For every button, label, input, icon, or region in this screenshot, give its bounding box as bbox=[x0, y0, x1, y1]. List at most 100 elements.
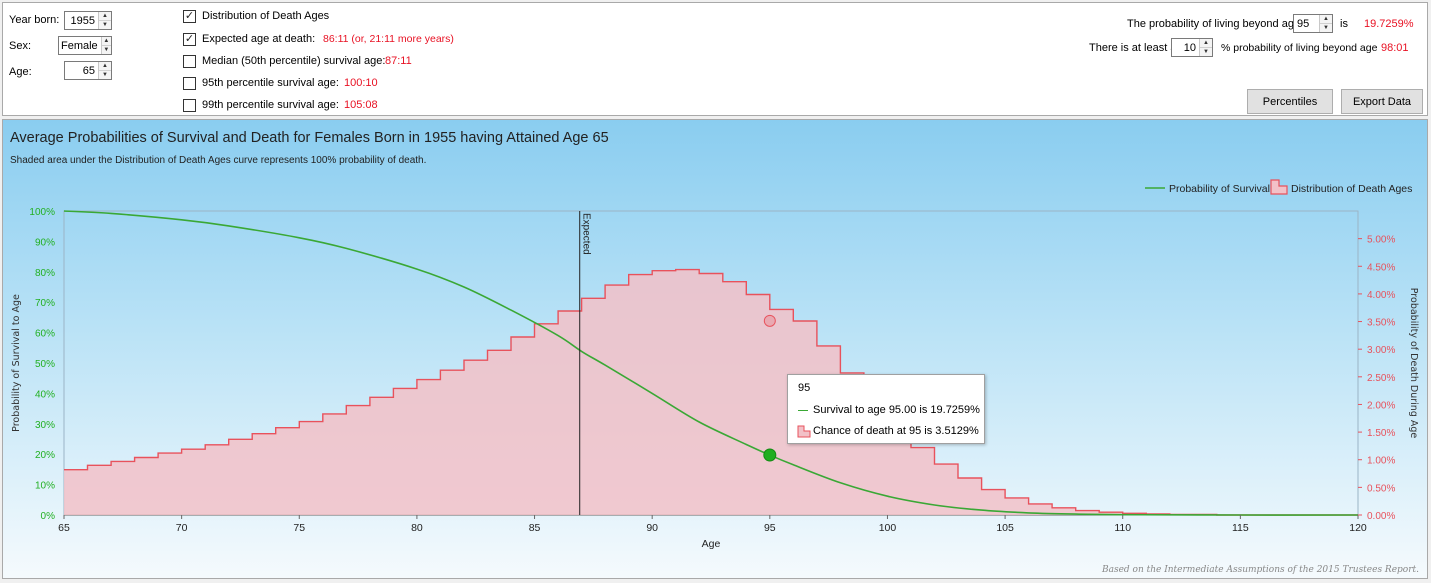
y-left-tick-label: 40% bbox=[35, 389, 55, 400]
distribution-checkbox[interactable]: ✓ bbox=[183, 10, 196, 23]
y-right-tick-label: 3.50% bbox=[1367, 318, 1395, 329]
y-right-tick-label: 5.00% bbox=[1367, 235, 1395, 246]
spin-down-icon[interactable]: ▼ bbox=[99, 20, 111, 29]
sex-value[interactable]: Female bbox=[61, 39, 98, 52]
tooltip-line-survival: Survival to age 95.00 is 19.7259% bbox=[813, 404, 980, 416]
x-tick-label: 90 bbox=[646, 522, 658, 534]
age-value[interactable]: 65 bbox=[82, 64, 95, 77]
y-left-tick-label: 50% bbox=[35, 359, 55, 370]
p95-checkbox[interactable] bbox=[183, 77, 196, 90]
legend-death-label: Distribution of Death Ages bbox=[1291, 183, 1412, 195]
legend-death-swatch bbox=[1270, 179, 1288, 195]
x-axis-title: Age bbox=[702, 538, 721, 550]
expected-age-label: Expected age at death: bbox=[202, 33, 316, 45]
p99-label: 99th percentile survival age: bbox=[202, 99, 339, 111]
y-left-tick-label: 100% bbox=[29, 207, 55, 218]
sex-spinner[interactable]: Female ▲ ▼ bbox=[58, 36, 112, 55]
year-born-spinner[interactable]: 1955 ▲ ▼ bbox=[64, 11, 112, 30]
prob-beyond-age-value[interactable]: 95 bbox=[1297, 17, 1310, 30]
year-born-value[interactable]: 1955 bbox=[70, 14, 95, 27]
spin-up-icon[interactable]: ▲ bbox=[1323, 16, 1329, 22]
x-tick-label: 115 bbox=[1232, 522, 1249, 534]
at-least-suffix: % probability of living beyond age bbox=[1221, 42, 1378, 54]
age-spinner[interactable]: 65 ▲ ▼ bbox=[64, 61, 112, 80]
percentiles-button[interactable]: Percentiles bbox=[1247, 89, 1333, 114]
spin-up-icon[interactable]: ▲ bbox=[102, 13, 108, 19]
chart-footnote: Based on the Intermediate Assumptions of… bbox=[1101, 565, 1419, 575]
sex-label: Sex: bbox=[9, 40, 32, 52]
year-born-label: Year born: bbox=[9, 14, 60, 26]
survival-hover-marker bbox=[763, 448, 777, 462]
tooltip-line-death: Chance of death at 95 is 3.5129% bbox=[813, 425, 979, 437]
chart-canvas[interactable]: Average Probabilities of Survival and De… bbox=[3, 120, 1429, 580]
death-distribution-area bbox=[64, 269, 1358, 515]
age-label: Age: bbox=[9, 66, 32, 78]
chart-subtitle: Shaded area under the Distribution of De… bbox=[10, 155, 426, 166]
y-left-tick-label: 80% bbox=[35, 268, 55, 279]
p99-checkbox[interactable] bbox=[183, 99, 196, 112]
x-tick-label: 105 bbox=[996, 522, 1014, 534]
y-left-tick-label: 70% bbox=[35, 298, 55, 309]
spin-down-icon[interactable]: ▼ bbox=[1200, 47, 1212, 56]
legend: Probability of Survival Distribution of … bbox=[1145, 179, 1412, 195]
median-value: 87:11 bbox=[385, 55, 412, 67]
median-checkbox[interactable] bbox=[183, 55, 196, 68]
y-left-tick-label: 90% bbox=[35, 237, 55, 248]
expected-age-label: Expected bbox=[581, 213, 592, 255]
y-right-tick-label: 4.00% bbox=[1367, 290, 1395, 301]
expected-age-checkbox[interactable]: ✓ bbox=[183, 33, 196, 46]
prob-beyond-label: The probability of living beyond age bbox=[1127, 18, 1301, 30]
y-right-tick-label: 1.50% bbox=[1367, 428, 1395, 439]
y-right-tick-label: 4.50% bbox=[1367, 262, 1395, 273]
x-tick-label: 75 bbox=[293, 522, 305, 534]
x-tick-label: 80 bbox=[411, 522, 423, 534]
y-left-tick-label: 60% bbox=[35, 329, 55, 340]
spin-up-icon[interactable]: ▲ bbox=[1203, 40, 1209, 46]
tooltip-header: 95 bbox=[798, 382, 811, 394]
death-distribution-step-line bbox=[64, 268, 1358, 516]
legend-survival-label: Probability of Survival bbox=[1169, 183, 1270, 195]
spin-up-icon[interactable]: ▲ bbox=[102, 63, 108, 69]
x-tick-label: 120 bbox=[1349, 522, 1367, 534]
y-right-tick-label: 2.00% bbox=[1367, 400, 1395, 411]
spin-down-icon[interactable]: ▼ bbox=[99, 70, 111, 79]
p99-value: 105:08 bbox=[344, 99, 378, 111]
y-left-tick-label: 20% bbox=[35, 450, 55, 461]
x-tick-label: 95 bbox=[764, 522, 776, 534]
expected-age-value: 86:11 (or, 21:11 more years) bbox=[323, 33, 454, 45]
tooltip-death-swatch bbox=[797, 425, 811, 438]
chart-panel: Average Probabilities of Survival and De… bbox=[2, 119, 1428, 579]
y-right-tick-label: 1.00% bbox=[1367, 456, 1395, 467]
y-left-tick-label: 0% bbox=[41, 511, 56, 522]
at-least-label: There is at least a bbox=[1089, 42, 1177, 54]
at-least-spinner[interactable]: 10 ▲ ▼ bbox=[1171, 38, 1213, 57]
x-tick-label: 100 bbox=[879, 522, 897, 534]
y-right-tick-label: 0.00% bbox=[1367, 511, 1395, 522]
spin-up-icon[interactable]: ▲ bbox=[103, 38, 110, 44]
prob-beyond-age-spinner[interactable]: 95 ▲ ▼ bbox=[1293, 14, 1333, 33]
chart-tooltip: 95 Survival to age 95.00 is 19.7259% Cha… bbox=[787, 374, 985, 444]
x-tick-label: 85 bbox=[529, 522, 541, 534]
at-least-value[interactable]: 10 bbox=[1183, 41, 1196, 54]
survival-curve bbox=[63, 210, 1359, 516]
plot-area: Expected 65 70 75 80 85 90 95 100 105 110 115 120 Age… bbox=[11, 207, 1419, 550]
death-hover-marker bbox=[763, 314, 776, 327]
x-tick-label: 70 bbox=[176, 522, 188, 534]
y-left-tick-label: 30% bbox=[35, 420, 55, 431]
spin-down-icon[interactable]: ▼ bbox=[1320, 23, 1332, 32]
at-least-result: 98:01 bbox=[1381, 42, 1409, 54]
p95-label: 95th percentile survival age: bbox=[202, 77, 339, 89]
distribution-label: Distribution of Death Ages bbox=[202, 10, 330, 22]
x-tick-label: 110 bbox=[1114, 522, 1131, 534]
p95-value: 100:10 bbox=[344, 77, 378, 89]
spin-down-icon[interactable]: ▼ bbox=[101, 45, 111, 53]
median-label: Median (50th percentile) survival age: bbox=[202, 55, 386, 67]
y-right-tick-label: 3.00% bbox=[1367, 345, 1395, 356]
y-right-tick-label: 2.50% bbox=[1367, 373, 1395, 384]
y-left-tick-label: 10% bbox=[35, 481, 55, 492]
export-data-button[interactable]: Export Data bbox=[1341, 89, 1423, 114]
y-right-axis-title: Probability of Death During Age bbox=[1408, 288, 1419, 439]
y-left-axis-title: Probability of Survival to Age bbox=[11, 294, 22, 432]
prob-beyond-is: is bbox=[1340, 18, 1348, 30]
x-tick-label: 65 bbox=[58, 522, 70, 534]
